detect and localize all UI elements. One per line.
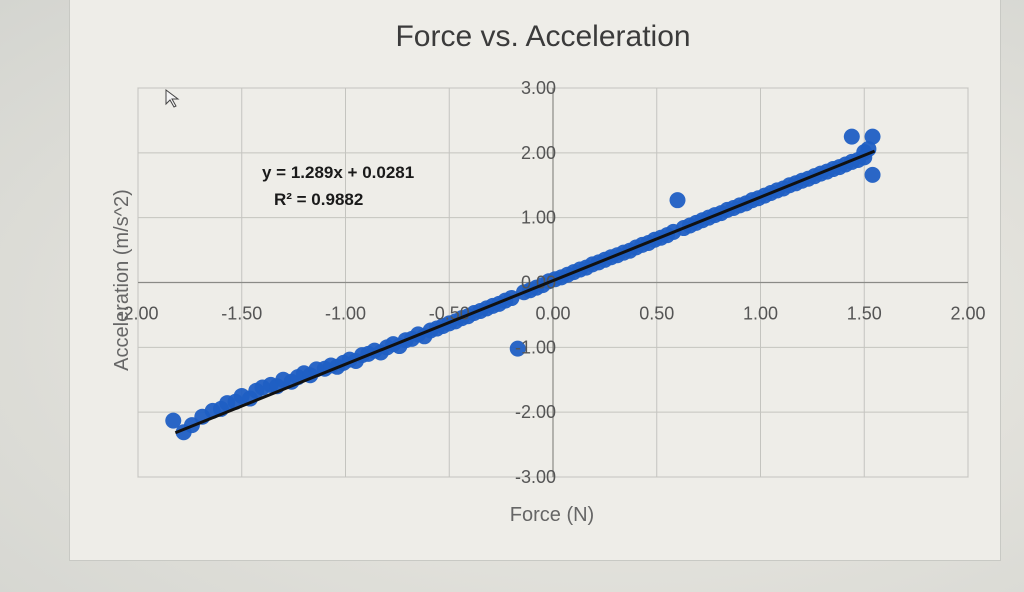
data-point [165, 412, 182, 429]
x-tick-labels: -2.00 -1.50 -1.00 -0.50 0.00 0.50 1.00 1.50 2.00 [117, 304, 985, 324]
x-tick-label: -1.00 [325, 304, 366, 324]
data-point [864, 166, 881, 183]
x-tick-label: 2.00 [950, 304, 985, 324]
y-tick-label: 3.00 [521, 78, 556, 98]
x-tick-label: 1.00 [743, 304, 778, 324]
x-tick-label: -1.50 [221, 304, 262, 324]
x-axis-label: Force (N) [510, 504, 594, 526]
data-point [509, 340, 526, 357]
y-tick-label: 1.00 [521, 208, 556, 228]
y-tick-label: -2.00 [515, 402, 556, 422]
y-axis-label: Acceleration (m/s^2) [111, 189, 133, 371]
y-tick-label: 2.00 [521, 143, 556, 163]
y-tick-label: -3.00 [515, 467, 556, 487]
chart-title: Force vs. Acceleration [395, 20, 690, 53]
trendline-r2: R² = 0.9882 [274, 190, 363, 209]
mouse-cursor-icon [165, 89, 180, 108]
y-tick-label: 0.00 [521, 273, 556, 293]
data-point [843, 128, 860, 145]
x-tick-label: 0.00 [535, 304, 570, 324]
trendline-equation: y = 1.289x + 0.0281 [262, 163, 414, 182]
x-tick-label: -0.50 [429, 304, 470, 324]
x-tick-label: 0.50 [639, 304, 674, 324]
trendline [174, 149, 876, 435]
y-tick-label: -1.00 [515, 337, 556, 357]
y-tick-labels: 3.00 2.00 1.00 0.00 -1.00 -2.00 -3.00 [515, 78, 556, 487]
data-point [669, 192, 686, 209]
data-point [864, 128, 881, 145]
x-tick-label: -2.00 [117, 304, 158, 324]
x-tick-label: 1.50 [847, 304, 882, 324]
